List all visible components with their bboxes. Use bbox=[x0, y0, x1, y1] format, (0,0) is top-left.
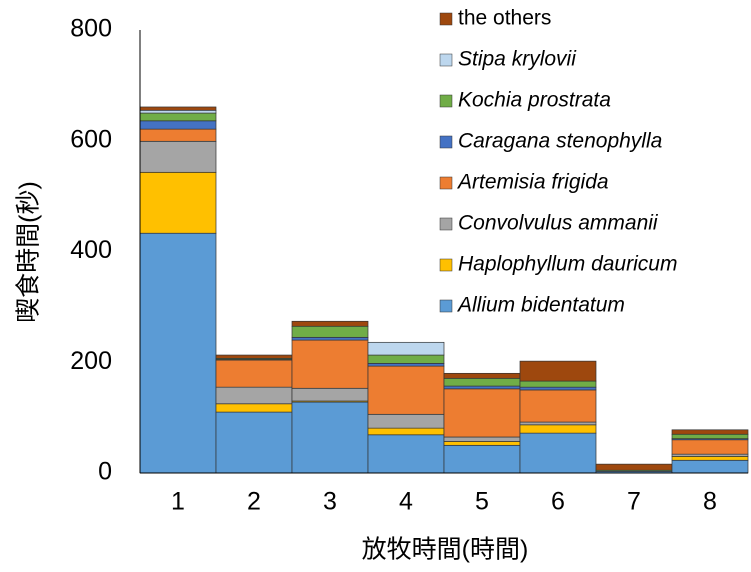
bar-segment bbox=[671, 433, 749, 440]
bar-segment bbox=[139, 232, 217, 474]
bar-segment bbox=[671, 459, 749, 474]
legend-label: Artemisia frigida bbox=[456, 171, 609, 194]
legend-swatch bbox=[439, 217, 453, 231]
y-axis-label: 喫食時間(秒) bbox=[15, 181, 43, 323]
bar-segment bbox=[519, 380, 597, 388]
legend-label: Haplophyllum dauricum bbox=[458, 253, 677, 276]
bar-segment bbox=[671, 439, 749, 455]
y-tick-label: 400 bbox=[70, 236, 112, 264]
y-tick-label: 0 bbox=[98, 458, 112, 486]
bar-segment bbox=[139, 109, 217, 114]
bar-segment bbox=[139, 112, 217, 122]
y-tick-label: 800 bbox=[70, 15, 112, 43]
legend-swatch bbox=[439, 12, 453, 26]
y-tick-label: 200 bbox=[70, 347, 112, 375]
bar-segment bbox=[215, 359, 293, 388]
bar-segment bbox=[291, 320, 369, 327]
bar-segment bbox=[139, 171, 217, 234]
bar-segment bbox=[367, 427, 445, 436]
bar-segment bbox=[139, 128, 217, 142]
bar-segment bbox=[367, 341, 445, 356]
bar-segment bbox=[291, 325, 369, 338]
x-tick-label: 2 bbox=[247, 488, 261, 516]
bar-segment bbox=[519, 421, 597, 426]
legend-swatch bbox=[439, 94, 453, 108]
legend-swatch bbox=[439, 53, 453, 67]
legend-label: the others bbox=[458, 7, 551, 30]
bar-segment bbox=[291, 387, 369, 402]
legend-swatch bbox=[439, 135, 453, 149]
bar-segment bbox=[519, 360, 597, 382]
bar-segment bbox=[367, 413, 445, 429]
bar-segment bbox=[139, 140, 217, 173]
bar-segment bbox=[443, 441, 521, 446]
x-tick-label: 4 bbox=[399, 488, 413, 516]
legend-label: Allium bidentatum bbox=[456, 294, 625, 317]
bar-segment bbox=[215, 354, 293, 359]
bar-segment bbox=[443, 385, 521, 390]
bar-segment bbox=[443, 444, 521, 474]
legend-swatch bbox=[439, 299, 453, 313]
bar-segment bbox=[443, 377, 521, 387]
bar-segment bbox=[139, 120, 217, 130]
x-tick-label: 1 bbox=[171, 488, 185, 516]
bar-segment bbox=[595, 463, 673, 471]
bar-segment bbox=[215, 403, 293, 413]
x-tick-label: 8 bbox=[703, 488, 717, 516]
bar-segment bbox=[367, 354, 445, 364]
legend-swatch bbox=[439, 176, 453, 190]
y-tick-label: 600 bbox=[70, 125, 112, 153]
bar-segment bbox=[519, 424, 597, 434]
x-tick-label: 6 bbox=[551, 488, 565, 516]
legend-label: Stipa krylovii bbox=[458, 48, 577, 71]
bar-segment bbox=[367, 434, 445, 474]
bar-segment bbox=[367, 363, 445, 367]
bar-segment bbox=[215, 411, 293, 474]
legend-label: Caragana stenophylla bbox=[458, 130, 662, 153]
bar-segment bbox=[291, 336, 369, 341]
bar-segment bbox=[139, 106, 217, 111]
bar-segment bbox=[443, 436, 521, 442]
bar-segment bbox=[443, 372, 521, 379]
bar-segment bbox=[443, 388, 521, 438]
bar-segment bbox=[671, 456, 749, 461]
bar-segment bbox=[367, 365, 445, 415]
x-axis-label: 放牧時間(時間) bbox=[362, 536, 529, 564]
x-tick-label: 5 bbox=[475, 488, 489, 516]
legend-label: Kochia prostrata bbox=[458, 89, 611, 112]
legend-swatch bbox=[439, 258, 453, 272]
x-tick-label: 3 bbox=[323, 488, 337, 516]
x-tick-label: 7 bbox=[627, 488, 641, 516]
legend-label: Convolvulus ammanii bbox=[458, 212, 659, 235]
bar-segment bbox=[291, 401, 369, 474]
bar-segment bbox=[519, 386, 597, 391]
bar-segment bbox=[291, 339, 369, 389]
bar-segment bbox=[519, 432, 597, 474]
bar-segment bbox=[671, 429, 749, 435]
bar-segment bbox=[215, 386, 293, 405]
bar-segment bbox=[519, 389, 597, 423]
